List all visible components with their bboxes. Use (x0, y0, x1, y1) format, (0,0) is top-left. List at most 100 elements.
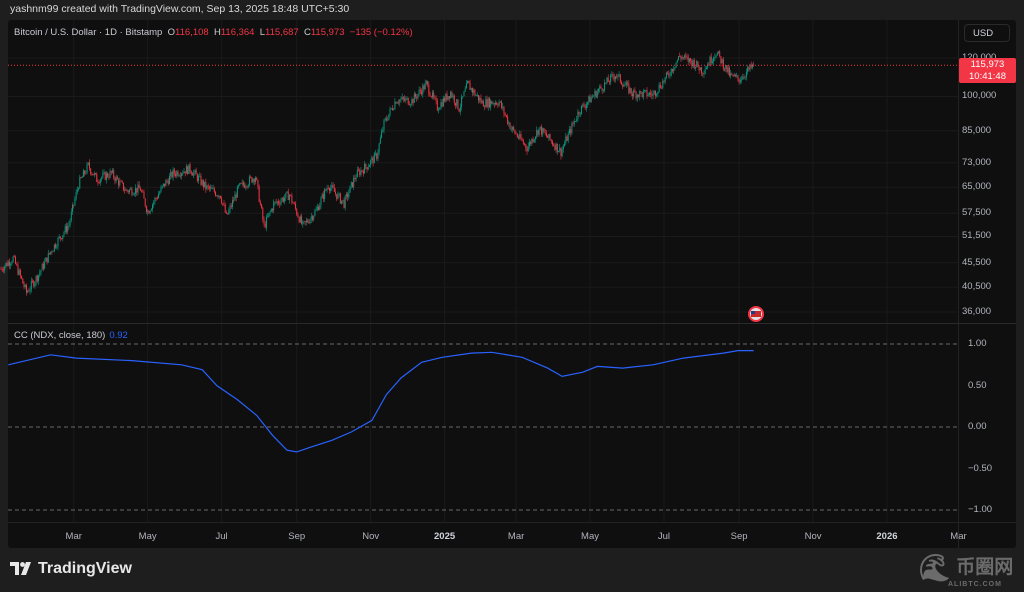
candle (88, 162, 90, 169)
candle (602, 90, 604, 92)
time-tick-label: 2025 (434, 531, 456, 542)
candle (113, 170, 115, 178)
candle (291, 195, 293, 203)
candle (338, 193, 340, 195)
candle (276, 201, 278, 203)
candle (311, 216, 313, 220)
candle (688, 58, 690, 62)
time-tick-label: Sep (288, 531, 306, 542)
candle (35, 275, 37, 283)
candle (177, 171, 179, 176)
candle (244, 184, 246, 188)
candle (199, 175, 201, 177)
currency-button[interactable]: USD (964, 24, 1010, 42)
candle (590, 97, 592, 103)
candle (246, 186, 248, 188)
indicator-legend[interactable]: CC (NDX, close, 180) 0.92 (14, 330, 128, 341)
candle (718, 51, 720, 53)
candle (513, 127, 515, 130)
candle (201, 180, 203, 185)
candle (583, 104, 585, 107)
candle (135, 187, 137, 194)
candle (661, 87, 663, 89)
candle (388, 114, 390, 120)
candle (198, 176, 200, 181)
candle (384, 118, 386, 120)
candle (167, 181, 169, 185)
candle (8, 261, 10, 266)
candle (122, 182, 124, 191)
indicator-tick-label: −0.50 (968, 462, 993, 474)
candle (343, 200, 345, 208)
candle (19, 270, 21, 276)
candle (708, 64, 710, 66)
candle (298, 217, 300, 223)
candle (170, 171, 172, 177)
candle (395, 101, 397, 104)
open-label: O (167, 27, 176, 38)
candle (452, 95, 454, 98)
candle (221, 198, 223, 204)
candle (486, 99, 488, 108)
candle (68, 224, 70, 227)
candle (377, 152, 379, 159)
candle (297, 214, 299, 218)
candle (411, 99, 413, 105)
candle (493, 103, 495, 105)
candle (417, 93, 419, 99)
candle (733, 74, 735, 77)
candle (223, 203, 225, 205)
time-tick-label: Jul (657, 531, 671, 542)
candle (656, 94, 658, 96)
candle (572, 123, 574, 125)
candle (622, 84, 624, 87)
candle (462, 96, 464, 97)
candle (114, 177, 116, 182)
candle (271, 209, 273, 211)
time-tick-label: Nov (362, 531, 380, 542)
candle (47, 252, 49, 263)
candle (62, 235, 64, 240)
candle (662, 80, 664, 88)
candle (659, 84, 661, 88)
candle (551, 141, 553, 145)
candle (438, 109, 440, 111)
chart-frame[interactable] (8, 20, 1016, 548)
candle (537, 130, 539, 135)
candle (126, 189, 128, 191)
candle (456, 99, 458, 106)
price-tick-label: 51,500 (962, 230, 992, 242)
candle (208, 186, 210, 189)
candle (259, 201, 261, 205)
candle (496, 102, 498, 105)
candle (87, 162, 89, 165)
candle (669, 75, 671, 77)
candle (48, 252, 50, 254)
candle (57, 238, 59, 247)
candle (143, 192, 145, 199)
candle (236, 186, 238, 198)
tradingview-brand[interactable]: TradingView (10, 560, 132, 578)
candle (164, 183, 166, 187)
candle (481, 101, 483, 103)
candle (251, 177, 253, 183)
candle (307, 220, 309, 223)
candle (139, 188, 141, 191)
candle (567, 133, 569, 141)
candle (479, 98, 481, 101)
symbol-title[interactable]: Bitcoin / U.S. Dollar · 1D · Bitstamp (14, 27, 163, 38)
candle (173, 169, 175, 174)
candle (415, 93, 417, 97)
candle (116, 176, 118, 180)
candle (130, 188, 132, 190)
candle (439, 108, 441, 110)
candle (585, 104, 587, 108)
candle (505, 115, 507, 117)
candle (142, 191, 144, 193)
candle (525, 144, 527, 149)
candle (176, 171, 178, 176)
candle (301, 216, 303, 224)
candle (473, 90, 475, 93)
bar-countdown: 10:41:48 (969, 70, 1006, 82)
